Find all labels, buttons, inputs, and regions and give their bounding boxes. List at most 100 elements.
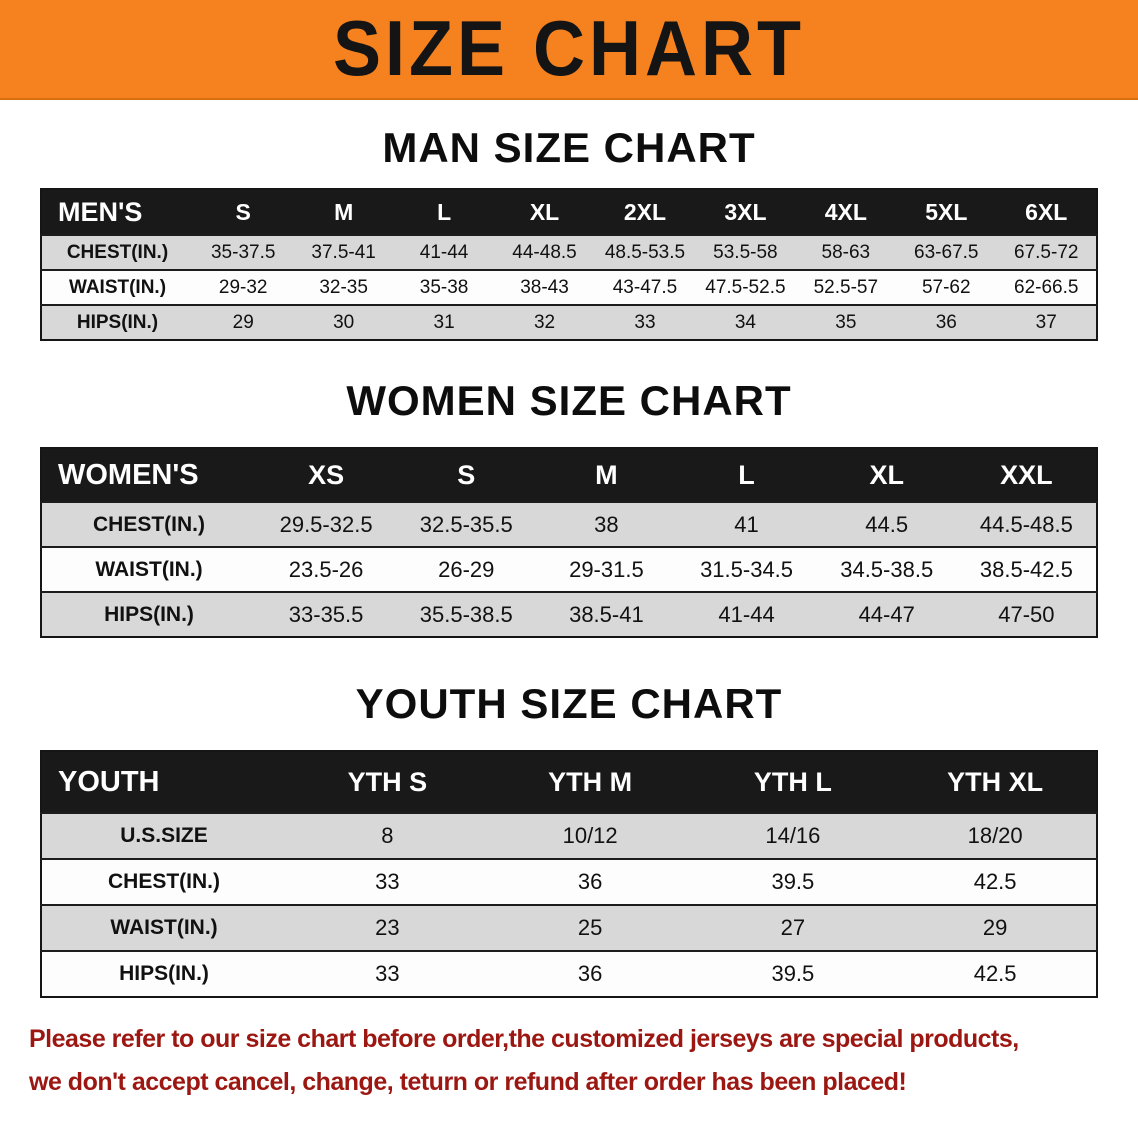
table-cell: 39.5 [691, 950, 895, 997]
table-cell: 33 [594, 304, 696, 340]
row-label: CHEST(IN.) [41, 501, 256, 547]
table-cell: 29 [193, 304, 294, 340]
table-cell: 31.5-34.5 [676, 546, 817, 592]
table-cell: 14/16 [691, 812, 895, 859]
table-cell: 35-37.5 [193, 234, 294, 270]
table-cell: 35 [795, 304, 897, 340]
table-cell: 42.5 [894, 858, 1097, 905]
table-cell: 33 [286, 858, 489, 905]
column-header: M [334, 198, 354, 225]
column-header: YTH L [753, 766, 832, 797]
table-cell: 53.5-58 [695, 234, 796, 270]
table-cell: 41-44 [393, 234, 495, 270]
table-cell: 44.5 [816, 501, 957, 547]
table-cell: 38 [536, 501, 677, 547]
column-header: YTH S [347, 766, 428, 797]
row-label: HIPS(IN.) [41, 950, 286, 997]
row-label: CHEST(IN.) [41, 858, 286, 905]
column-header: S [457, 459, 476, 490]
youth-size-table: YOUTH YTH S YTH M YTH L YTH XL U.S.SIZE 8 10/12… [40, 750, 1098, 998]
table-cell: 27 [691, 904, 895, 951]
footer-line-1: Please refer to our size chart before or… [29, 1025, 1019, 1053]
table-cell: 29-31.5 [536, 546, 677, 592]
table-cell: 34.5-38.5 [816, 546, 957, 592]
table-row: CHEST(IN.) 35-37.5 37.5-41 41-44 44-48.5 48.5… [41, 234, 1097, 270]
table-cell: 30 [293, 304, 394, 340]
table-cell: 44-47 [816, 591, 957, 637]
women-size-table: WOMEN'S XS S M L XL XXL CHEST(IN.) 29.5-32.5 32.5… [40, 447, 1098, 638]
table-cell: 39.5 [691, 858, 895, 905]
table-cell: 29-32 [193, 269, 294, 305]
table-cell: 36 [488, 858, 692, 905]
row-label: HIPS(IN.) [41, 304, 193, 340]
table-cell: 38-43 [494, 269, 595, 305]
table-cell: 36 [488, 950, 692, 997]
table-cell: 25 [488, 904, 692, 951]
row-label: U.S.SIZE [41, 812, 286, 859]
row-label: CHEST(IN.) [41, 234, 193, 270]
table-cell: 43-47.5 [594, 269, 696, 305]
table-cell: 10/12 [488, 812, 692, 859]
column-header: S [235, 198, 251, 225]
table-cell: 37 [996, 304, 1097, 340]
table-row: CHEST(IN.) 33 36 39.5 42.5 [41, 858, 1097, 905]
table-cell: 32.5-35.5 [396, 501, 537, 547]
table-row: HIPS(IN.) 33-35.5 35.5-38.5 38.5-41 41-44 44-… [41, 591, 1097, 637]
column-header: XL [869, 459, 904, 490]
row-label: HIPS(IN.) [41, 591, 256, 637]
row-label: WAIST(IN.) [41, 269, 193, 305]
table-cell: 44.5-48.5 [956, 501, 1097, 547]
table-cell: 29.5-32.5 [256, 501, 397, 547]
column-header: YTH XL [947, 766, 1044, 797]
table-cell: 37.5-41 [293, 234, 394, 270]
table-cell: 31 [393, 304, 495, 340]
column-header: XS [308, 459, 345, 490]
table-cell: 23.5-26 [256, 546, 397, 592]
table-cell: 42.5 [894, 950, 1097, 997]
table-cell: 62-66.5 [996, 269, 1097, 305]
youth-size-section: YOUTH SIZE CHART YOUTH YTH S YTH M YTH L YTH… [0, 680, 1138, 998]
column-header: L [437, 198, 452, 225]
column-header: 5XL [925, 198, 968, 225]
table-cell: 67.5-72 [996, 234, 1097, 270]
table-cell: 18/20 [894, 812, 1097, 859]
banner-title: SIZE CHART [333, 5, 805, 93]
table-header-row: YOUTH YTH S YTH M YTH L YTH XL [41, 751, 1097, 813]
table-cell: 32 [494, 304, 595, 340]
column-header: 2XL [623, 198, 667, 225]
footer-note: Please refer to our size chart before or… [29, 1018, 1109, 1103]
table-cell: 34 [695, 304, 796, 340]
column-header: YTH M [548, 766, 633, 797]
footer-line-2: we don't accept cancel, change, teturn o… [29, 1067, 907, 1096]
table-cell: 8 [286, 812, 489, 859]
table-title-cell: MEN'S [58, 196, 143, 227]
table-cell: 26-29 [396, 546, 537, 592]
man-section-title: MAN SIZE CHART [382, 124, 756, 171]
table-cell: 23 [286, 904, 489, 951]
women-section-title: WOMEN SIZE CHART [346, 377, 792, 424]
table-header-row: WOMEN'S XS S M L XL XXL [41, 448, 1097, 502]
table-title-cell: WOMEN'S [58, 458, 199, 491]
man-size-table: MEN'S S M L XL 2XL 3XL 4XL 5XL 6XL CHEST(IN.) 35-37… [40, 188, 1098, 341]
table-row: WAIST(IN.) 23.5-26 26-29 29-31.5 31.5-34.5 34… [41, 546, 1097, 592]
table-row: WAIST(IN.) 29-32 32-35 35-38 38-43 43-47.5 47.… [41, 269, 1097, 305]
table-cell: 35.5-38.5 [396, 591, 537, 637]
column-header: 3XL [724, 198, 767, 225]
table-cell: 33 [286, 950, 489, 997]
column-header: 4XL [824, 198, 867, 225]
table-cell: 32-35 [293, 269, 394, 305]
table-row: WAIST(IN.) 23 25 27 29 [41, 904, 1097, 951]
table-cell: 41-44 [676, 591, 817, 637]
column-header: M [595, 459, 618, 490]
column-header: 6XL [1025, 198, 1068, 225]
table-cell: 38.5-41 [536, 591, 677, 637]
table-row: CHEST(IN.) 29.5-32.5 32.5-35.5 38 41 44.5 44.5… [41, 501, 1097, 547]
table-row: HIPS(IN.) 33 36 39.5 42.5 [41, 950, 1097, 997]
table-row: HIPS(IN.) 29 30 31 32 33 34 35 36 37 [41, 304, 1097, 340]
table-cell: 52.5-57 [795, 269, 897, 305]
table-header-row: MEN'S S M L XL 2XL 3XL 4XL 5XL 6XL [41, 189, 1097, 235]
table-cell: 35-38 [393, 269, 495, 305]
row-label: WAIST(IN.) [41, 904, 286, 951]
women-size-section: WOMEN SIZE CHART WOMEN'S XS S M L XL XXL CHEST(… [0, 377, 1138, 638]
table-cell: 29 [894, 904, 1097, 951]
